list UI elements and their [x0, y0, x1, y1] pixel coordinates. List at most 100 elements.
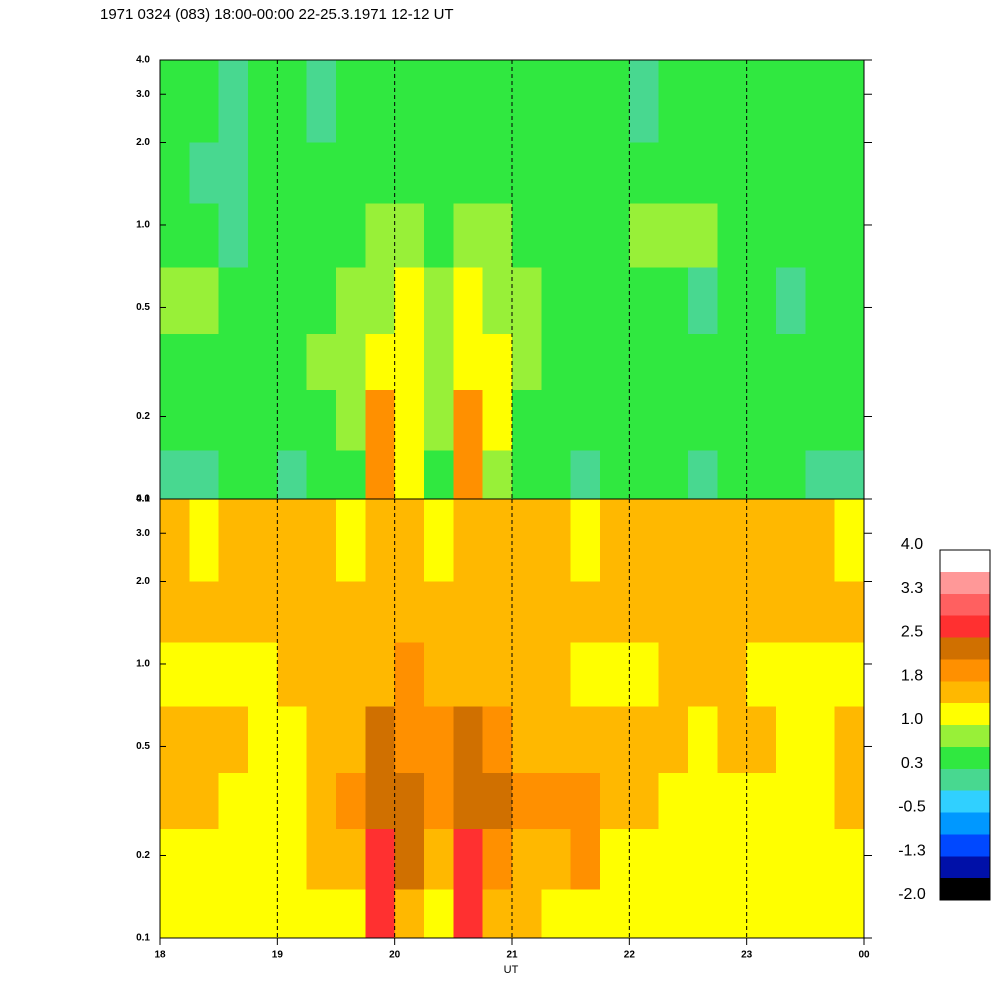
heat-cell [688, 334, 718, 390]
y-tick-label: 0.5 [136, 741, 150, 752]
colorbar-swatch [940, 703, 990, 725]
heat-cell [394, 828, 424, 890]
heat-cell [365, 267, 395, 335]
heat-cell [189, 389, 219, 451]
heat-cell [365, 581, 395, 643]
heat-cell [717, 334, 747, 390]
heat-cell [160, 334, 190, 390]
heat-cell [541, 60, 571, 143]
heat-cell [189, 334, 219, 390]
heat-cell [482, 450, 512, 499]
heat-cell [306, 334, 336, 390]
heat-cell [336, 581, 366, 643]
heat-cell [746, 773, 776, 829]
x-tick-label: 18 [154, 950, 166, 961]
heat-cell [570, 642, 600, 707]
heat-cell [600, 889, 630, 938]
heat-cell [248, 581, 278, 643]
heat-cell [336, 389, 366, 451]
heat-cell [306, 828, 336, 890]
colorbar-label: 4.0 [901, 536, 923, 553]
heat-cell [600, 142, 630, 204]
heat-cell [394, 142, 424, 204]
heat-cell [512, 142, 542, 204]
y-tick-label: 2.0 [136, 137, 150, 148]
heat-cell [834, 642, 864, 707]
heat-cell [629, 499, 659, 582]
heat-cell [482, 389, 512, 451]
heat-cell [512, 706, 542, 774]
heat-cell [717, 389, 747, 451]
heat-cell [629, 142, 659, 204]
heat-cell [218, 334, 248, 390]
heat-cell [512, 642, 542, 707]
heat-cell [658, 450, 688, 499]
heat-cell [541, 142, 571, 204]
heat-cell [453, 203, 483, 268]
heat-cell [541, 889, 571, 938]
heat-cell [189, 450, 219, 499]
heat-cell [248, 642, 278, 707]
heat-cell [746, 642, 776, 707]
heat-cell [717, 267, 747, 335]
heat-cell [306, 889, 336, 938]
heat-cell [570, 499, 600, 582]
heat-cell [512, 773, 542, 829]
heat-cell [218, 60, 248, 143]
heat-cell [834, 334, 864, 390]
heat-cell [776, 642, 806, 707]
heat-cell [248, 334, 278, 390]
heat-cell [160, 889, 190, 938]
heat-cell [629, 334, 659, 390]
heat-cell [365, 642, 395, 707]
heat-cell [277, 142, 307, 204]
heat-cell [365, 60, 395, 143]
heat-cell [688, 203, 718, 268]
heat-cell [365, 706, 395, 774]
heat-cell [600, 828, 630, 890]
heat-cell [424, 60, 454, 143]
heat-cell [453, 773, 483, 829]
y-tick-label: 0.5 [136, 302, 150, 313]
heat-cell [658, 142, 688, 204]
heat-cell [541, 828, 571, 890]
heat-cell [336, 334, 366, 390]
y-tick-label: 3.0 [136, 89, 150, 100]
heat-cell [834, 203, 864, 268]
heat-cell [394, 581, 424, 643]
heat-cell [394, 499, 424, 582]
heat-cell [629, 389, 659, 451]
heat-cell [570, 889, 600, 938]
heat-cell [424, 203, 454, 268]
heat-cell [306, 142, 336, 204]
colorbar-swatch [940, 790, 990, 813]
heat-cell [277, 828, 307, 890]
colorbar-swatch [940, 637, 990, 660]
heat-cell [541, 773, 571, 829]
heat-cell [453, 60, 483, 143]
heat-cell [218, 389, 248, 451]
heat-cell [218, 203, 248, 268]
heat-cell [218, 773, 248, 829]
heat-cell [688, 642, 718, 707]
heat-cell [189, 581, 219, 643]
heat-cell [277, 203, 307, 268]
heat-cell [218, 581, 248, 643]
heat-cell [306, 267, 336, 335]
heat-cell [717, 142, 747, 204]
heat-cell [834, 142, 864, 204]
heat-cell [688, 142, 718, 204]
heat-cell [746, 203, 776, 268]
y-tick-label: 0.1 [136, 494, 150, 505]
heat-cell [776, 334, 806, 390]
heat-cell [746, 267, 776, 335]
heat-cell [277, 499, 307, 582]
heat-cell [277, 267, 307, 335]
colorbar-label: 3.3 [901, 580, 923, 597]
heat-cell [365, 334, 395, 390]
heat-cell [834, 450, 864, 499]
heat-cell [306, 706, 336, 774]
heat-cell [365, 203, 395, 268]
heat-cell [600, 642, 630, 707]
heat-cell [248, 60, 278, 143]
